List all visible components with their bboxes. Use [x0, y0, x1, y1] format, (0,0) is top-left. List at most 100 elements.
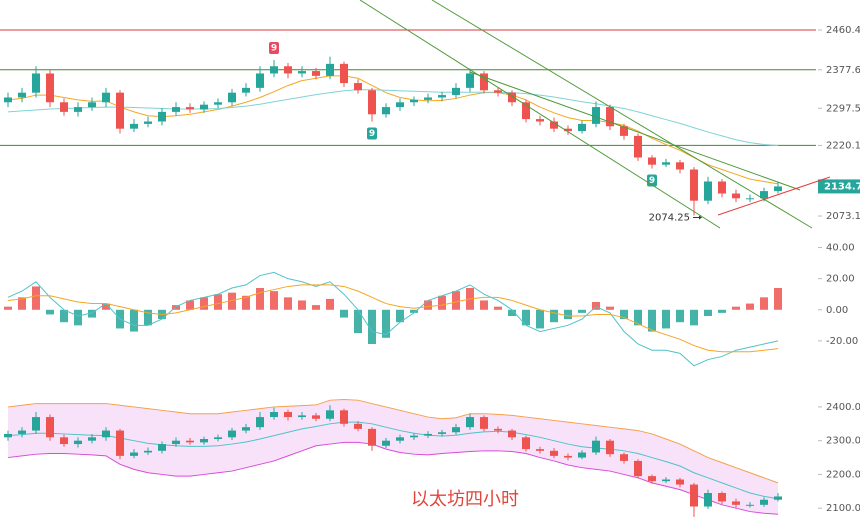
candle-body — [396, 102, 404, 108]
macd-bar — [550, 309, 558, 323]
candle-body — [648, 476, 656, 482]
macd-bar — [298, 300, 306, 310]
candle-body — [536, 449, 544, 451]
macd-bar — [634, 309, 642, 326]
macd-bar — [228, 292, 236, 310]
candle-body — [760, 191, 768, 199]
candle-body — [396, 437, 404, 441]
candle-body — [340, 410, 348, 424]
candle-body — [634, 135, 642, 158]
macd-bar — [578, 309, 586, 313]
td-label: 9 — [271, 44, 277, 54]
candle-body — [578, 123, 586, 132]
candle-body — [676, 162, 684, 170]
macd-line — [7, 271, 779, 367]
candle-body — [298, 71, 306, 74]
band-upper — [7, 399, 779, 484]
candle-body — [592, 440, 600, 453]
channel-line — [469, 71, 801, 191]
candle-body — [172, 107, 180, 112]
macd-bar — [340, 309, 348, 318]
y-tick-label: 2300.00 — [826, 436, 860, 447]
macd-bar — [452, 291, 460, 310]
macd-bar — [270, 291, 278, 310]
macd-bar — [74, 309, 82, 326]
candle-body — [508, 430, 516, 438]
candle-body — [158, 444, 166, 451]
candle-body — [74, 107, 82, 112]
macd-bar — [102, 303, 110, 310]
td-marker — [269, 42, 279, 55]
macd-bar — [732, 306, 740, 310]
macd-bar — [522, 309, 530, 326]
candle-body — [550, 121, 558, 129]
macd-bar — [690, 309, 698, 326]
candle-body — [438, 95, 446, 98]
macd-bar — [60, 309, 68, 323]
macd-bar — [746, 303, 754, 310]
y-tick-label: 0.00 — [826, 305, 848, 316]
candle-body — [200, 439, 208, 443]
candle-body — [88, 102, 96, 108]
ma-line — [7, 89, 779, 146]
macd-bar — [718, 309, 726, 313]
candle-body — [732, 501, 740, 505]
ma-line — [7, 75, 779, 185]
macd-bar — [480, 300, 488, 310]
candle-body — [74, 440, 82, 445]
macd-bar — [494, 306, 502, 310]
band-middle — [7, 421, 779, 500]
macd-bar — [172, 305, 180, 310]
candle-body — [662, 479, 670, 482]
candle-body — [354, 423, 362, 429]
y-tick-label: 2460.49 — [826, 25, 860, 36]
trend-lines — [359, 0, 831, 229]
candle-body — [256, 417, 264, 428]
macd-bar — [130, 309, 138, 332]
candle-body — [326, 63, 334, 76]
macd-bar — [88, 309, 96, 318]
macd-bar — [592, 302, 600, 310]
candle-body — [452, 87, 460, 96]
macd-bar — [144, 309, 152, 326]
y-tick-label: 2400.00 — [826, 402, 860, 413]
candle-body — [256, 73, 264, 88]
candle-body — [32, 73, 40, 93]
candle-body — [116, 92, 124, 129]
candle-body — [508, 92, 516, 103]
candle-body — [494, 90, 502, 93]
candle-body — [480, 417, 488, 429]
candle-body — [102, 430, 110, 438]
candle-body — [368, 428, 376, 446]
candle-body — [746, 504, 754, 506]
candle-body — [172, 440, 180, 445]
candle-body — [704, 493, 712, 507]
macd-bar — [284, 297, 292, 310]
macd-bar — [326, 298, 334, 310]
macd-bar — [536, 309, 544, 329]
macd-bar — [214, 294, 222, 310]
candle-body — [46, 417, 54, 438]
macd-bar — [760, 297, 768, 310]
candle-body — [704, 181, 712, 201]
current-price: 2134.77 — [824, 181, 860, 192]
candle-body — [326, 410, 334, 419]
candle-body — [382, 107, 390, 115]
candle-body — [270, 66, 278, 74]
candle-body — [592, 107, 600, 124]
macd-bar — [32, 286, 40, 310]
candle-body — [774, 186, 782, 192]
candle-body — [144, 450, 152, 453]
macd-bar — [368, 309, 376, 344]
candle-body — [186, 440, 194, 443]
candle-body — [46, 73, 54, 103]
candle-body — [284, 66, 292, 74]
candle-body — [102, 92, 110, 103]
macd-bar — [200, 297, 208, 310]
candle-body — [382, 440, 390, 446]
candle-body — [634, 460, 642, 477]
candle-body — [690, 169, 698, 201]
candle-body — [228, 92, 236, 103]
macd-bar — [46, 309, 54, 315]
